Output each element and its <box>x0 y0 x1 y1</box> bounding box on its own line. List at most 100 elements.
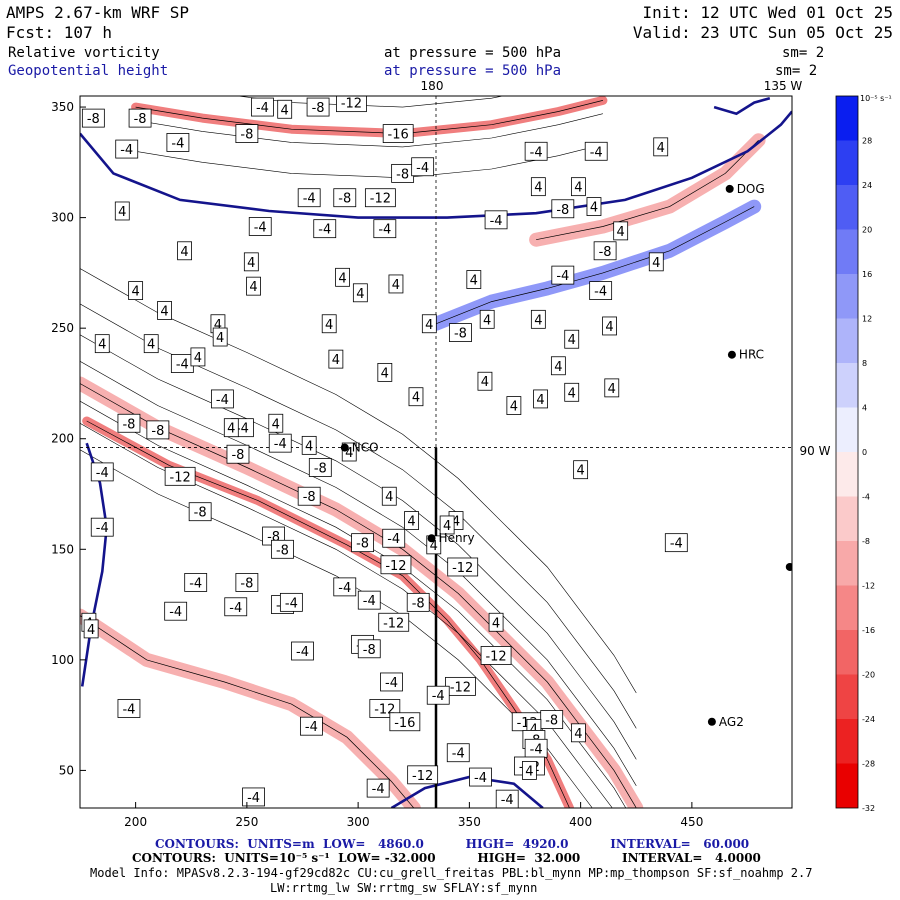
contour-label-text: -8 <box>122 417 135 432</box>
contour-label-box <box>146 420 170 440</box>
contour-label-box <box>447 557 479 577</box>
contour-label-text: 4 <box>443 519 451 534</box>
station-marker <box>727 350 736 359</box>
contour-label-box <box>381 486 397 506</box>
thin-contour-1 <box>80 423 613 808</box>
contour-label-text: -4 <box>254 220 267 235</box>
station-marker <box>707 717 716 726</box>
contour-label-box <box>357 590 381 610</box>
contour-label: -4 <box>313 219 337 239</box>
contour-label-box <box>291 641 314 661</box>
contour-label-box <box>297 486 321 506</box>
contour-label-box <box>449 323 472 342</box>
contour-label: -4 <box>251 97 274 117</box>
contour-label: 4 <box>212 327 228 347</box>
contour-label-text: 4 <box>430 539 438 554</box>
contour-label-text: 4 <box>425 318 433 333</box>
contour-label-box <box>522 761 537 780</box>
contour-label-box <box>378 612 410 632</box>
contour-label: 4 <box>439 515 455 535</box>
contour-label-box <box>589 281 613 300</box>
contour-label: -8 <box>357 639 381 659</box>
contour-label-text: -12 <box>450 680 471 695</box>
contour-label-box <box>364 188 396 208</box>
contour-label-box <box>308 458 332 477</box>
contour-label-text: -4 <box>432 689 445 704</box>
contour-label-box <box>246 276 261 296</box>
contour-label-text: 4 <box>574 181 582 196</box>
contour-label-text: 4 <box>568 333 576 348</box>
contour-label-box <box>411 157 435 177</box>
contour-label-text: -4 <box>387 532 400 547</box>
plot-layer: -8 -8-4 -4-8-4 4 -8 -12-16-8 -4-8 -12-44-4 -4 -4-… <box>80 96 792 808</box>
station-label: AG2 <box>719 715 744 729</box>
contour-label-text: -4 <box>416 161 429 176</box>
contour-label-box <box>143 334 159 354</box>
colorbar-tick: -20 <box>862 671 875 680</box>
contour-label-box <box>297 188 321 208</box>
colorbar-swatch <box>836 140 858 185</box>
colorbar-swatch <box>836 585 858 630</box>
colorbar-tick: -4 <box>862 493 870 502</box>
contour-label: -16 <box>382 124 414 143</box>
contour-label-box <box>212 327 228 347</box>
contour-label-box <box>613 221 629 241</box>
contour-label-text: 4 <box>534 181 542 196</box>
contour-label: -4 <box>299 716 323 736</box>
contour-label-box <box>128 281 144 300</box>
contour-label: 4 <box>421 314 437 334</box>
field1-level: at pressure = 500 hPa <box>384 45 561 61</box>
contour-label: -4 <box>210 389 234 409</box>
contour-label-box <box>268 433 292 453</box>
x-tick-label: 300 <box>347 815 370 829</box>
contour-label-box <box>388 274 404 294</box>
contour-label-text: -4 <box>256 101 269 116</box>
contour-label: 4 <box>550 356 566 376</box>
colorbar-swatch <box>836 318 858 363</box>
contour-label-box <box>242 787 265 807</box>
contour-label: -4 <box>297 188 321 208</box>
contour-label-text: 4 <box>216 331 224 346</box>
contour-label: 4 <box>388 274 404 294</box>
contour-label-text: 4 <box>356 287 364 302</box>
thin-contour-2 <box>80 400 627 808</box>
contour-label-box <box>373 219 397 239</box>
contour-label-text: -4 <box>501 793 514 808</box>
contour-label-text: 4 <box>412 391 420 406</box>
contour-label: -4 <box>664 533 688 553</box>
contour-label-box <box>480 646 512 665</box>
contour-label-text: -4 <box>169 605 182 620</box>
contour-label-text: -4 <box>171 136 184 151</box>
contour-label: 4 <box>243 252 259 272</box>
contour-label: 4 <box>586 197 602 216</box>
contour-label-text: -4 <box>490 214 503 229</box>
contour-label-text: 4 <box>272 417 280 432</box>
x-tick-label: 250 <box>235 815 258 829</box>
x-tick-label: 350 <box>458 815 481 829</box>
station-label: Henry <box>439 531 475 545</box>
contour-label-box <box>586 197 602 216</box>
contour-label-text: 4 <box>605 320 613 335</box>
vorticity-contour-4 <box>536 139 759 241</box>
contour-label-box <box>190 347 206 367</box>
colorbar-swatch <box>836 96 858 141</box>
contour-label-text: -8 <box>363 643 376 658</box>
y-tick-label: 350 <box>51 100 74 114</box>
contour-label-text: -8 <box>276 543 289 558</box>
contour-label: 4 <box>466 270 482 289</box>
contour-label: 4 <box>573 460 589 480</box>
contour-label: 4 <box>653 137 669 157</box>
contour-label: 4 <box>381 486 397 506</box>
contour-label-text: 4 <box>305 439 313 454</box>
y-tick-label: 200 <box>51 432 74 446</box>
contour-label-text: 4 <box>652 256 660 271</box>
colorbar-tick: -24 <box>862 715 875 724</box>
contour-label-text: -4 <box>247 791 260 806</box>
contour-label-box <box>90 462 114 482</box>
colorbar-swatch <box>836 452 858 497</box>
contour-label: -4 <box>469 767 492 787</box>
contour-label-text: -4 <box>176 358 189 373</box>
contour-label: -8 <box>271 539 294 559</box>
contour-label: -8 <box>306 97 330 117</box>
forecast-hour: Fcst: 107 h <box>6 23 112 42</box>
